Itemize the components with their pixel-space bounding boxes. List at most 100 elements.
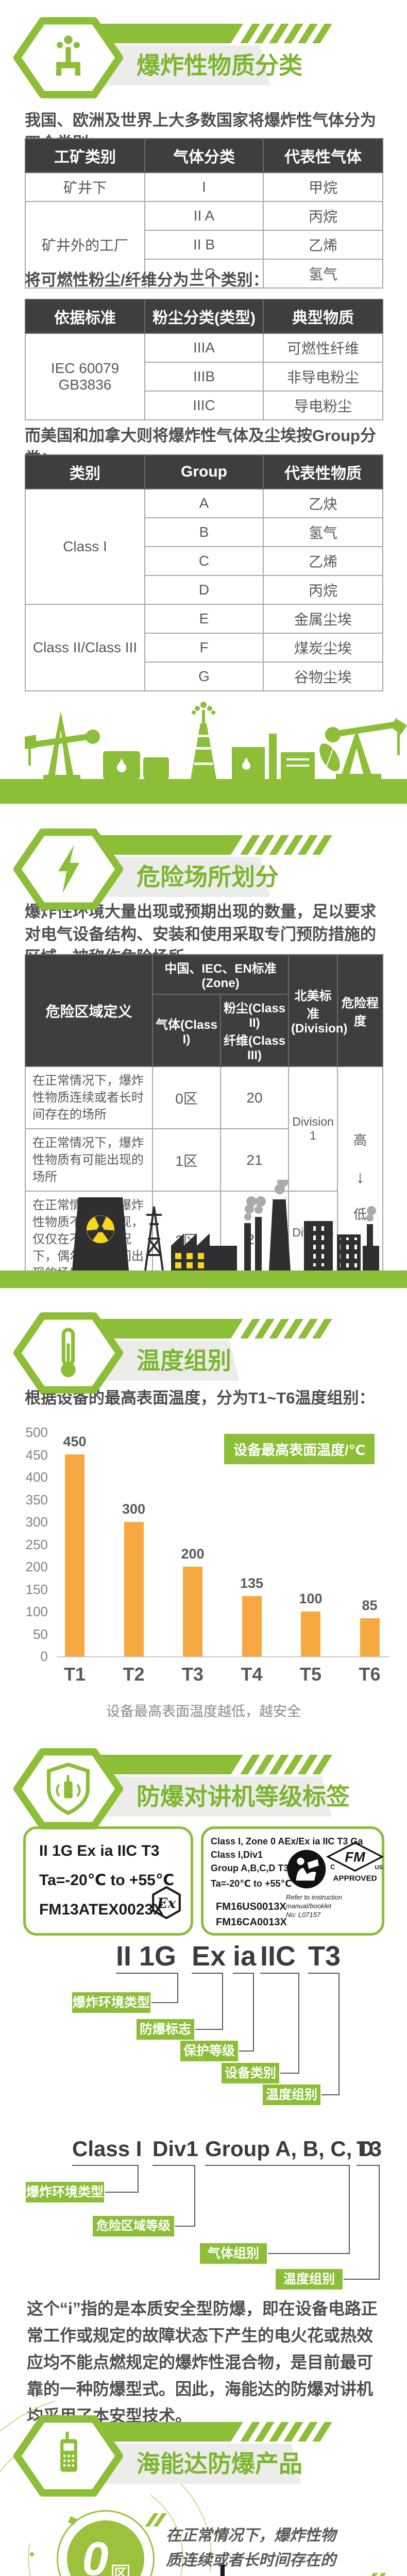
fm-label-card: Class I, Zone 0 AEx/Ex ia IIC T3 Ga Clas… xyxy=(201,1826,384,1936)
callout-box: 爆炸环境类型 xyxy=(26,2182,104,2202)
code-token: II 1G xyxy=(116,1941,177,1972)
fm-line1: Class I, Zone 0 AEx/Ex ia IIC T3 Ga xyxy=(211,1836,363,1846)
cell: A xyxy=(144,488,264,518)
bar-value-label: 100 xyxy=(299,1591,323,1606)
slash-decoration xyxy=(145,2513,167,2527)
atex-label-card: II 1G Ex ia IIC T3 Ta=-20℃ to +55℃ FM13A… xyxy=(23,1826,193,1936)
bar-T6 xyxy=(360,1618,380,1656)
bar-value-label: 135 xyxy=(240,1575,264,1591)
header-cell: 依据标准 xyxy=(25,299,145,334)
header-cell: 北美标准 (Division) xyxy=(288,954,347,1067)
fm-line2: Class I,Div1 xyxy=(211,1850,263,1860)
svg-text:FM: FM xyxy=(345,1849,366,1865)
header-cell: 气体(Class I) xyxy=(152,994,221,1067)
cell: 金属尘埃 xyxy=(263,604,383,634)
header-cell: 中国、IEC、EN标准(Zone) xyxy=(151,954,290,995)
oil-pump-icon xyxy=(13,17,123,98)
factory-skyline-illustration xyxy=(0,1180,407,1288)
cell: IIIC xyxy=(144,391,264,420)
bar-T4 xyxy=(242,1596,262,1656)
zone-unit: 区 xyxy=(111,2565,129,2576)
atex-temp-range: Ta=-20℃ to +55℃ xyxy=(39,1872,175,1889)
svg-text:Ex: Ex xyxy=(157,1895,176,1911)
section-hazardous-area: 危险场所划分 爆炸性环境大量出现或预期出现的数量，足以要求对电气设备结构、安装和… xyxy=(0,819,407,1288)
svg-text:US: US xyxy=(375,1865,383,1871)
cell: 0区 xyxy=(152,1066,221,1129)
section-header-classification: 爆炸性物质分类 xyxy=(0,15,407,111)
cell: 煤炭尘埃 xyxy=(263,633,383,663)
y-tick: 400 xyxy=(25,1469,48,1485)
cell: 在正常情况下，爆炸性物质连续或者长时间存在的场所 xyxy=(25,1066,153,1129)
x-category-label: T4 xyxy=(241,1664,263,1685)
header-cell: Group xyxy=(144,454,264,489)
fm-temp-range: Ta=-20℃ to +55℃ xyxy=(211,1878,292,1889)
callout-box: 防爆标志 xyxy=(137,2019,194,2040)
fm-line3: Group A,B,C,D T3 xyxy=(211,1863,289,1873)
y-tick: 150 xyxy=(25,1581,48,1597)
cell: 矿井下 xyxy=(25,172,145,202)
section-explosive-classification: 爆炸性物质分类 我国、欧洲及世界上大多数国家将爆炸性气体分为四个类别： 工矿类别… xyxy=(0,0,407,819)
x-axis xyxy=(57,1656,389,1657)
code-token: ia xyxy=(233,1941,257,1972)
code-token: T3 xyxy=(308,1941,341,1972)
y-tick: 250 xyxy=(25,1536,48,1552)
y-tick: 100 xyxy=(25,1604,48,1619)
y-tick: 300 xyxy=(25,1514,48,1530)
code-token: Div1 xyxy=(152,2137,198,2161)
zone0-description: 在正常情况下，爆炸性物质连续或者长时间存在的场所 xyxy=(166,2527,336,2569)
fm-cert-ca: FM16CA0013X xyxy=(216,1917,287,1928)
bar-value-label: 200 xyxy=(181,1546,205,1562)
callout-lines xyxy=(116,1973,340,2095)
bar-value-label: 300 xyxy=(122,1501,146,1517)
cell: Class II/Class III xyxy=(25,604,145,691)
header-cell: 代表性气体 xyxy=(263,138,383,173)
y-tick: 50 xyxy=(33,1626,48,1642)
y-tick: 0 xyxy=(40,1649,48,1664)
x-category-label: T3 xyxy=(181,1664,204,1685)
section-header-products: 海能达防爆产品 xyxy=(0,2414,407,2509)
cell: II B xyxy=(144,230,264,260)
ex-hexagon-logo: Ex xyxy=(152,1886,181,1919)
cell: 非导电粉尘 xyxy=(263,362,383,392)
oilfield-skyline-illustration xyxy=(0,702,407,804)
product-radio-pt790ex xyxy=(198,2565,247,2576)
section-header-label: 防爆对讲机等级标签 xyxy=(0,1747,407,1842)
cell: I xyxy=(144,172,264,202)
section-header-temperature: 温度组别 xyxy=(0,1311,407,1406)
chart-legend: 设备最高表面温度/℃ xyxy=(224,1434,375,1464)
header-stripes xyxy=(240,2422,332,2442)
group-classification-table: 类别 Group 代表性物质 Class I A 乙炔 B 氢气 C 乙烯 D 丙烷 … xyxy=(25,454,383,691)
intrinsic-safety-paragraph: 这个“i”指的是本质安全型防爆，即在设备电路正常工作或规定的故障状态下产生的电火… xyxy=(27,2299,378,2425)
code-token: Group A, B, C, D xyxy=(205,2137,374,2161)
header-cell: 粉尘分类(类型) xyxy=(144,299,264,334)
header-cell: 代表性物质 xyxy=(263,454,383,489)
section-temperature-class: 温度组别 根据设备的最高表面温度，分为T1~T6温度组别： 设备最高表面温度/℃… xyxy=(0,1288,407,1736)
section-label-explanation: 防爆对讲机等级标签 II 1G Ex ia IIC T3 Ta=-20℃ to … xyxy=(0,1736,407,2425)
dust-classification-table: 依据标准 粉尘分类(类型) 典型物质 IEC 60079 GB3836 IIIA… xyxy=(25,299,383,420)
walkie-talkie-icon xyxy=(13,2415,123,2497)
section-header-hazard: 危险场所划分 xyxy=(0,827,407,922)
cell: 20 xyxy=(219,1066,290,1129)
fm-cert-us: FM16US0013X xyxy=(216,1901,286,1912)
bar-T3 xyxy=(183,1567,202,1656)
cell: 乙烯 xyxy=(263,546,383,576)
y-tick: 350 xyxy=(25,1492,48,1507)
atex-cert-number: FM13ATEX0023X xyxy=(39,1901,164,1918)
cell: 氢气 xyxy=(263,259,383,289)
cell: 矿井外的工厂 xyxy=(25,201,145,289)
header-cell: 类别 xyxy=(25,454,145,489)
cell: D xyxy=(144,575,264,605)
slash-decoration xyxy=(364,2573,386,2576)
code-token: Ex xyxy=(192,1941,226,1972)
cell: 在正常情况下，爆炸性物质有可能出现的场所 xyxy=(25,1128,153,1192)
svg-text:C: C xyxy=(330,1863,335,1871)
risk-low: 低 xyxy=(353,1206,367,1222)
bar-T2 xyxy=(124,1522,144,1656)
temperature-bar-chart: 设备最高表面温度/℃ 0 50 100 150 200 250 300 350 400 450 50… xyxy=(8,1414,399,1692)
callout-box: 危险区域等级 xyxy=(93,2216,174,2236)
fm-note: Refer to instruction manual/booklet No: … xyxy=(286,1893,343,1919)
callout-lines xyxy=(72,2165,380,2280)
header-cell: 危险区域定义 xyxy=(25,954,153,1067)
y-tick: 200 xyxy=(25,1559,48,1574)
